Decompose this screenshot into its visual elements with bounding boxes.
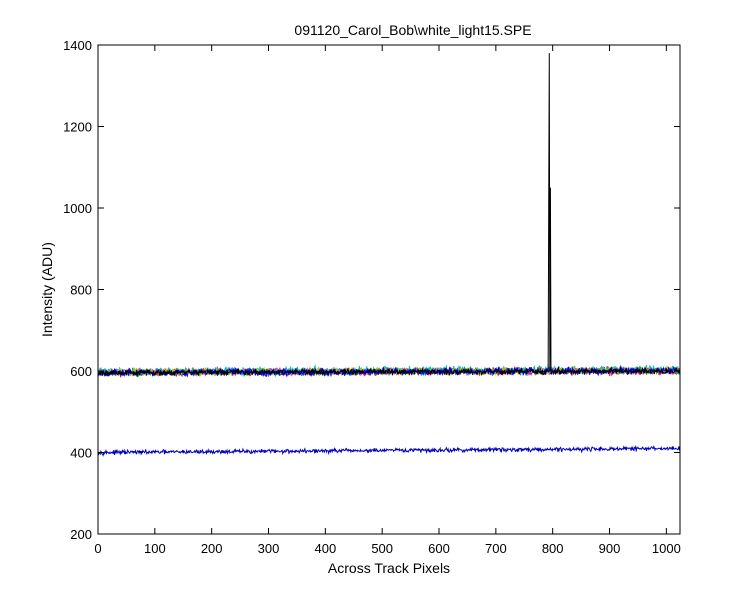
x-tick-label: 900 [599,541,621,556]
series-line-8 [97,444,681,457]
y-tick-label: 600 [70,364,92,379]
series-line-7 [97,53,681,378]
chart-title: 091120_Carol_Bob\white_light15.SPE [294,22,531,38]
y-tick-label: 1200 [63,120,92,135]
x-tick-label: 700 [485,541,507,556]
y-tick-label: 200 [70,527,92,542]
y-tick-label: 800 [70,283,92,298]
x-tick-label: 100 [144,541,166,556]
x-tick-label: 600 [428,541,450,556]
series-group [97,53,681,457]
x-tick-label: 200 [201,541,223,556]
y-tick-label: 1400 [63,38,92,53]
x-tick-label: 1000 [652,541,681,556]
x-tick-label: 800 [542,541,564,556]
x-tick-label: 0 [94,541,101,556]
x-tick-label: 500 [371,541,393,556]
x-tick-label: 400 [314,541,336,556]
x-axis-label: Across Track Pixels [328,560,450,576]
ticks-group: 0 100 200 300 400 500 600 700 800 900 1000 200 400 60… [63,38,681,556]
y-axis-label: Intensity (ADU) [39,242,55,337]
y-tick-label: 1000 [63,201,92,216]
y-tick-label: 400 [70,446,92,461]
x-tick-label: 300 [258,541,280,556]
